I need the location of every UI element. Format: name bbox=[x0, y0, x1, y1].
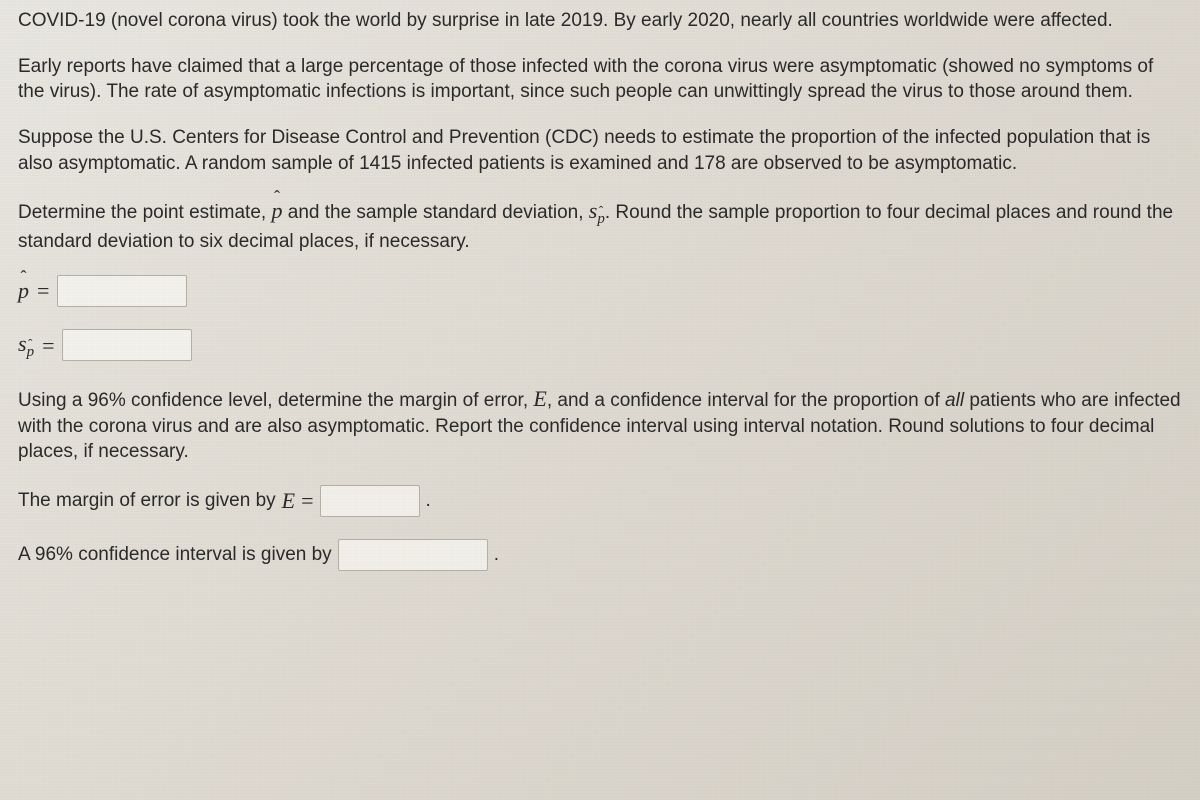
E-symbol-inline: E bbox=[533, 386, 546, 411]
E-symbol: E bbox=[282, 486, 295, 516]
period-2: . bbox=[494, 542, 499, 568]
instruct2-b: , and a confidence interval for the prop… bbox=[547, 390, 945, 411]
ci-row: A 96% confidence interval is given by . bbox=[18, 539, 1182, 571]
equals-sign-2: = bbox=[42, 331, 54, 361]
sphat-input[interactable] bbox=[62, 329, 192, 361]
sphat-symbol-inline: sp bbox=[589, 202, 605, 223]
period-1: . bbox=[426, 488, 431, 514]
ci-label: A 96% confidence interval is given by bbox=[18, 542, 332, 568]
margin-label: The margin of error is given by bbox=[18, 488, 276, 514]
instruct1-a: Determine the point estimate, bbox=[18, 202, 271, 223]
all-word: all bbox=[945, 390, 964, 411]
instruction-margin-ci: Using a 96% confidence level, determine … bbox=[18, 384, 1182, 465]
phat-input-row: p = bbox=[18, 275, 1182, 307]
phat-input[interactable] bbox=[57, 275, 187, 307]
sphat-label: sp bbox=[18, 329, 34, 362]
equals-sign-3: = bbox=[301, 486, 313, 516]
instruction-point-estimate: Determine the point estimate, p and the … bbox=[18, 196, 1182, 255]
margin-error-row: The margin of error is given by E = . bbox=[18, 485, 1182, 517]
sphat-input-row: sp = bbox=[18, 329, 1182, 362]
instruct2-a: Using a 96% confidence level, determine … bbox=[18, 390, 533, 411]
margin-error-input[interactable] bbox=[320, 485, 420, 517]
equals-sign: = bbox=[37, 276, 49, 306]
context-paragraph: Early reports have claimed that a large … bbox=[18, 54, 1182, 105]
phat-label: p bbox=[18, 276, 29, 306]
ci-input[interactable] bbox=[338, 539, 488, 571]
instruct1-b: and the sample standard deviation, bbox=[282, 202, 588, 223]
phat-symbol-inline: p bbox=[271, 196, 282, 226]
intro-paragraph: COVID-19 (novel corona virus) took the w… bbox=[18, 8, 1182, 34]
setup-paragraph: Suppose the U.S. Centers for Disease Con… bbox=[18, 125, 1182, 176]
